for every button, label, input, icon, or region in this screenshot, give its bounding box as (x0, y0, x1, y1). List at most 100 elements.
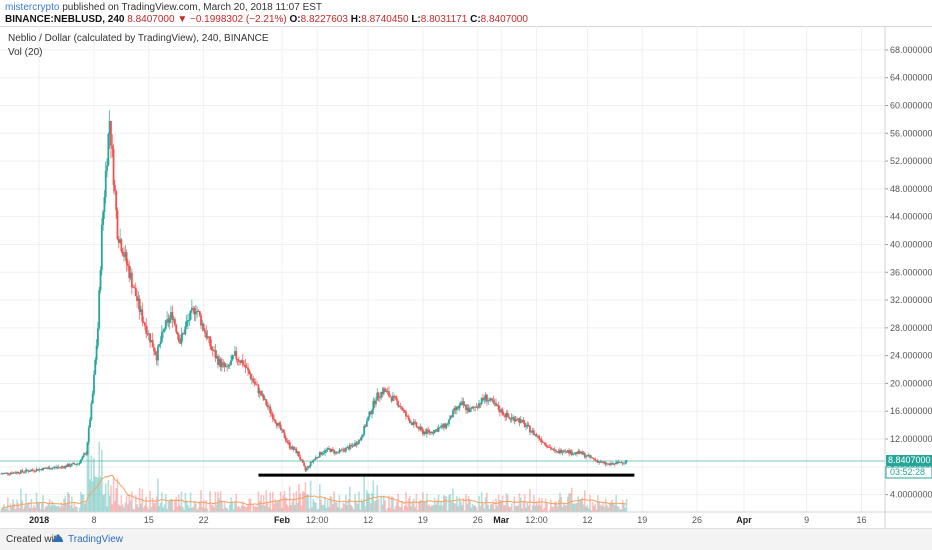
volume-bar (420, 500, 423, 512)
candle-body (27, 470, 30, 472)
volume-bar (389, 507, 392, 512)
volume-bar (346, 504, 349, 512)
y-tick-label: 20.0000000 (890, 378, 932, 388)
candle-body (56, 467, 59, 469)
volume-bar (123, 507, 125, 512)
volume-bar (458, 497, 461, 512)
volume-bar (255, 506, 257, 512)
candle-body (210, 346, 213, 350)
candle-body (35, 469, 38, 472)
volume-bar (146, 507, 149, 512)
volume-bar (589, 495, 591, 512)
candle-body (565, 451, 568, 453)
volume-bar (600, 505, 603, 512)
candle-body (364, 425, 367, 427)
volume-bar (617, 506, 620, 512)
volume-bar (325, 507, 328, 512)
price-chart[interactable]: 4.00000008.000000012.000000016.000000020… (0, 26, 932, 528)
volume-bar (258, 500, 261, 512)
volume-bar (525, 507, 527, 512)
candle-body (170, 312, 172, 318)
candle-body (143, 322, 146, 326)
candle-body (278, 422, 281, 425)
volume-bar (368, 494, 371, 512)
candle-body (500, 409, 503, 413)
candle-body (271, 413, 274, 420)
candle-body (368, 411, 371, 417)
volume-bar (625, 498, 628, 512)
volume-bar (427, 505, 429, 512)
volume-bar (56, 505, 59, 512)
candle-body (433, 430, 436, 433)
volume-bar (597, 495, 599, 512)
volume-bar (335, 502, 338, 512)
candle-body (472, 406, 475, 408)
candle-body (154, 351, 157, 355)
candle-body (401, 407, 403, 411)
candle-body (40, 469, 43, 471)
volume-bar (171, 498, 174, 512)
candle-body (487, 400, 490, 402)
volume-bar (476, 510, 479, 512)
volume-bar (138, 487, 141, 512)
candle-body (402, 410, 405, 411)
candle-body (393, 395, 396, 397)
tradingview-brand-link[interactable]: TradingView (68, 534, 124, 545)
volume-bar (43, 509, 46, 512)
candle-body (295, 448, 298, 454)
candle-body (155, 354, 158, 361)
volume-bar (225, 507, 227, 512)
candle-body (22, 471, 25, 473)
volume-bar (347, 499, 350, 512)
candle-body (60, 466, 63, 468)
last-price: 8.8407000 (127, 14, 175, 25)
candle-body (124, 252, 127, 257)
candle-body (252, 378, 255, 382)
volume-bar (47, 503, 50, 512)
candle-body (107, 133, 110, 166)
candle-body (198, 311, 201, 316)
candle-body (594, 459, 597, 461)
candle-body (549, 447, 552, 450)
candle-body (516, 419, 518, 421)
volume-bar (334, 501, 337, 512)
candle-body (471, 406, 474, 409)
volume-bar (234, 502, 236, 512)
candle-body (389, 396, 392, 397)
candle-body (420, 427, 423, 430)
author-link[interactable]: mistercrypto (5, 2, 60, 13)
candle-body (145, 325, 148, 334)
candle-body (544, 442, 547, 446)
candle-body (68, 464, 71, 467)
candle-body (337, 452, 339, 454)
volume-bar (401, 500, 403, 512)
volume-bar (137, 507, 140, 512)
candle-body (596, 460, 599, 463)
volume-bar (354, 494, 356, 512)
candle-body (363, 425, 366, 435)
candle-body (526, 424, 529, 427)
volume-bar (107, 480, 110, 512)
candle-body (602, 461, 604, 463)
time-axis[interactable]: 2018 8 15 22 Feb 12:00 12 19 26 Mar 12:00 12 19 26 Apr… (29, 515, 866, 525)
candle-body (290, 447, 292, 449)
candle-body (82, 454, 85, 458)
volume-bar (287, 506, 290, 512)
volume-bar (441, 505, 444, 512)
candle-body (248, 370, 251, 374)
y-tick-label: 60.0000000 (890, 100, 932, 110)
candle-body (448, 419, 450, 424)
candle-body (416, 426, 419, 428)
volume-bar (174, 500, 176, 512)
volume-bar (504, 505, 506, 512)
candle-body (284, 438, 287, 441)
volume-bar (215, 504, 218, 512)
candle-body (288, 442, 291, 448)
volume-bar (367, 493, 369, 512)
price-axis[interactable]: 4.00000008.000000012.000000016.000000020… (885, 45, 932, 500)
volume-bar (543, 507, 546, 512)
volume-bar (619, 509, 621, 512)
candle-body (376, 392, 379, 401)
y-tick-label: 64.0000000 (890, 73, 932, 83)
candle-body (317, 457, 320, 458)
